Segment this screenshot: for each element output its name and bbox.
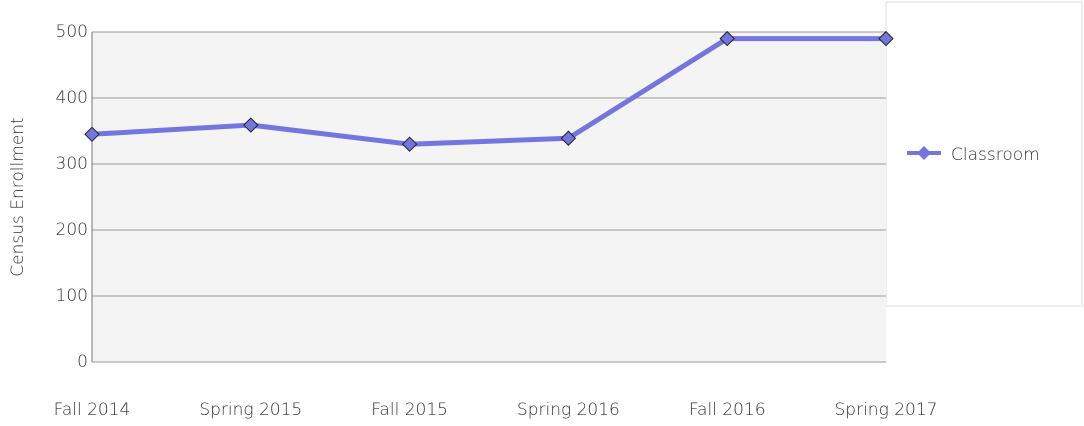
- data-point: [560, 130, 577, 146]
- x-tick-label: Spring 2015: [199, 400, 302, 420]
- data-point: [84, 126, 100, 143]
- legend-label: Classroom: [951, 145, 1040, 165]
- x-tick-label: Fall 2016: [689, 400, 766, 420]
- data-point: [878, 30, 894, 47]
- x-tick-label: Fall 2015: [371, 400, 448, 420]
- y-tick-label: 400: [56, 88, 88, 108]
- series-line: [91, 36, 886, 147]
- x-tick-label: Spring 2017: [835, 400, 938, 420]
- legend-marker: [917, 146, 931, 160]
- y-tick-label: 500: [56, 22, 88, 42]
- y-tick-label: 100: [56, 286, 88, 306]
- data-point: [401, 136, 418, 152]
- y-tick-label: 300: [56, 154, 88, 174]
- x-tick-label: Spring 2016: [517, 400, 620, 420]
- y-tick-label: 200: [56, 220, 88, 240]
- data-point: [719, 30, 735, 47]
- data-point: [243, 117, 259, 133]
- x-tick-label: Fall 2014: [54, 400, 131, 420]
- plot-area: [92, 32, 886, 362]
- y-tick-label: 0: [77, 352, 88, 372]
- y-axis-label: Census Enrollment: [8, 117, 28, 276]
